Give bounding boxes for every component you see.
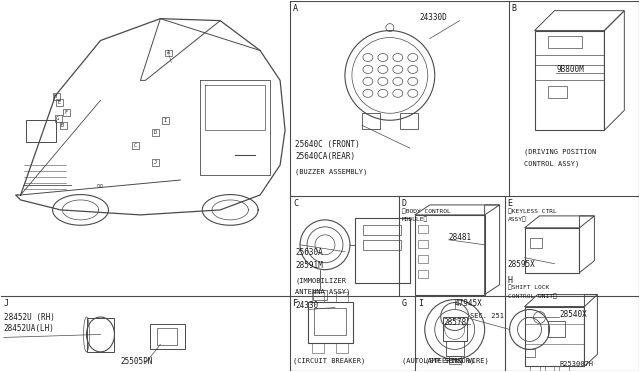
Bar: [362, 113, 380, 129]
Text: C: C: [134, 142, 137, 148]
Text: (DRIVING POSITION: (DRIVING POSITION: [524, 148, 596, 155]
Bar: [163, 117, 170, 124]
Text: 〈BODY CONTROL: 〈BODY CONTROL: [402, 208, 451, 214]
Text: (CIRCUIT BREAKER): (CIRCUIT BREAKER): [293, 357, 365, 364]
Text: 28452U (RH): 28452U (RH): [4, 312, 54, 321]
Bar: [400, 113, 418, 129]
Bar: [308, 302, 353, 343]
Bar: [157, 328, 177, 346]
Bar: [363, 225, 401, 235]
Text: I: I: [418, 299, 423, 308]
Text: SEC. 251: SEC. 251: [470, 312, 504, 318]
Text: (AUTOLAMP SENSOR): (AUTOLAMP SENSOR): [402, 357, 474, 364]
Bar: [363, 240, 401, 250]
Bar: [60, 122, 67, 129]
Bar: [355, 218, 410, 283]
Text: 28591M: 28591M: [295, 261, 323, 270]
Text: B: B: [61, 123, 64, 128]
Bar: [152, 129, 159, 136]
Bar: [534, 31, 604, 130]
Bar: [150, 324, 186, 349]
Bar: [312, 343, 324, 353]
Text: 9B800M: 9B800M: [557, 65, 584, 74]
Bar: [56, 99, 63, 106]
Bar: [547, 321, 566, 337]
Bar: [418, 255, 428, 263]
Bar: [529, 366, 540, 372]
Text: 25640C (FRONT): 25640C (FRONT): [295, 140, 360, 149]
Text: H: H: [54, 94, 57, 99]
Bar: [52, 93, 60, 100]
Text: G: G: [402, 299, 407, 308]
Text: I: I: [164, 118, 167, 123]
Text: 47945X: 47945X: [454, 299, 483, 308]
Text: 28578: 28578: [444, 318, 467, 327]
Bar: [525, 307, 584, 366]
Text: ASSY〉: ASSY〉: [508, 217, 526, 222]
Text: 28481: 28481: [449, 233, 472, 242]
Bar: [547, 86, 568, 98]
Bar: [54, 115, 61, 122]
Text: 28452UA(LH): 28452UA(LH): [4, 324, 54, 333]
Bar: [445, 341, 464, 356]
Text: 28540X: 28540X: [559, 310, 588, 318]
Bar: [418, 225, 428, 233]
Text: A: A: [167, 50, 170, 55]
Bar: [559, 366, 570, 372]
Text: ∞: ∞: [97, 181, 104, 191]
Text: J: J: [154, 160, 157, 164]
Text: F: F: [293, 299, 298, 308]
Bar: [132, 142, 140, 149]
Bar: [336, 343, 348, 353]
Text: 25640CA(REAR): 25640CA(REAR): [295, 152, 355, 161]
Bar: [336, 292, 348, 302]
Text: E: E: [508, 199, 513, 208]
Text: J: J: [4, 299, 9, 308]
Text: 24330: 24330: [295, 301, 318, 310]
Text: 24330D: 24330D: [420, 13, 447, 22]
Bar: [26, 120, 56, 142]
Bar: [63, 109, 70, 116]
Text: (IMMOBILIZER: (IMMOBILIZER: [295, 278, 346, 284]
Bar: [152, 159, 159, 166]
Bar: [313, 290, 327, 299]
Text: A: A: [293, 4, 298, 13]
Text: 25505PN: 25505PN: [120, 357, 153, 366]
Text: 25630A: 25630A: [295, 248, 323, 257]
Text: D: D: [402, 199, 407, 208]
Bar: [86, 318, 115, 352]
Text: D: D: [154, 130, 157, 135]
Bar: [525, 349, 534, 357]
Text: CONTROL UNIT〉: CONTROL UNIT〉: [508, 294, 556, 299]
Text: CONTROL ASSY): CONTROL ASSY): [524, 160, 579, 167]
Text: G: G: [56, 116, 59, 121]
Bar: [529, 238, 541, 248]
Text: C: C: [293, 199, 298, 208]
Text: R253007H: R253007H: [559, 361, 593, 367]
Bar: [418, 270, 428, 278]
Bar: [443, 317, 467, 341]
Bar: [314, 308, 346, 336]
Text: ANTENNA ASSY): ANTENNA ASSY): [295, 289, 350, 295]
Text: F: F: [64, 110, 67, 115]
Text: (BUZZER ASSEMBLY): (BUZZER ASSEMBLY): [295, 168, 367, 174]
Text: MODULE〉: MODULE〉: [402, 217, 428, 222]
Bar: [415, 215, 484, 295]
Bar: [525, 228, 579, 273]
Bar: [547, 36, 582, 48]
Bar: [165, 49, 172, 57]
Bar: [312, 292, 324, 302]
Text: 〈KEYLESS CTRL: 〈KEYLESS CTRL: [508, 208, 556, 214]
Text: B: B: [511, 4, 516, 13]
Text: 28595X: 28595X: [508, 260, 535, 269]
Text: (STEERING WIRE): (STEERING WIRE): [425, 357, 488, 364]
Bar: [449, 356, 461, 364]
Bar: [545, 366, 554, 372]
Text: E: E: [57, 100, 60, 105]
Text: H: H: [508, 276, 513, 285]
Text: 〈SHIFT LOCK: 〈SHIFT LOCK: [508, 285, 549, 290]
Bar: [418, 240, 428, 248]
